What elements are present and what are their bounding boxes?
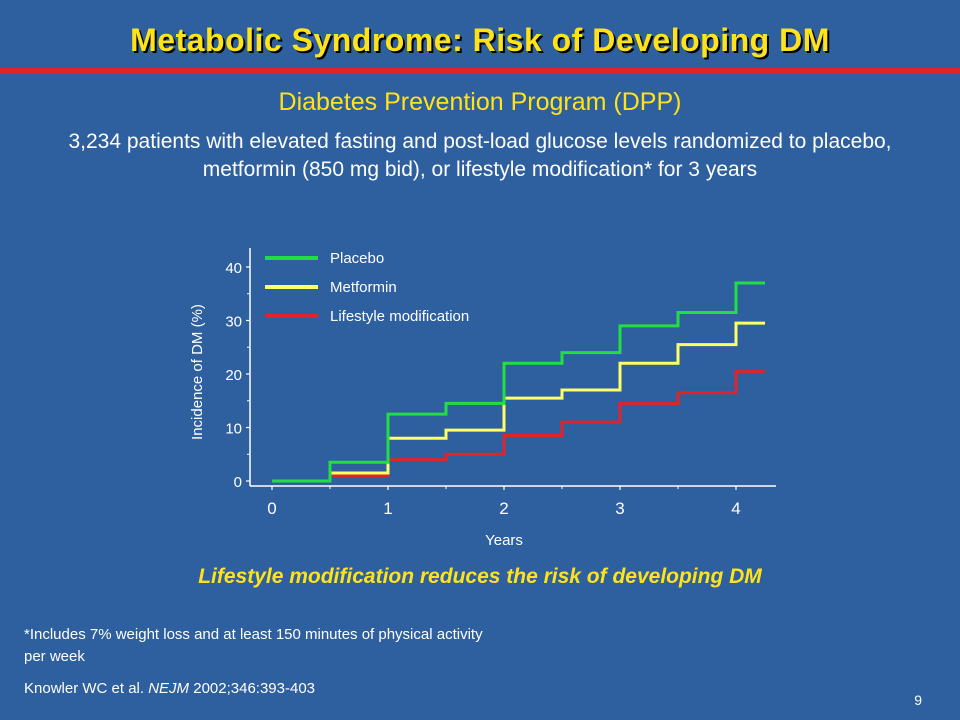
footnote: *Includes 7% weight loss and at least 15… [24, 626, 483, 665]
study-description: 3,234 patients with elevated fasting and… [68, 130, 892, 181]
y-tick-label: 0 [234, 474, 242, 491]
slide-subtitle: Diabetes Prevention Program (DPP) [278, 88, 682, 116]
citation-authors: Knowler WC et al. [24, 680, 149, 697]
legend-label: Metformin [330, 279, 397, 296]
series-line-metformin [272, 321, 765, 483]
legend-label: Lifestyle modification [330, 308, 469, 325]
x-tick-label: 4 [731, 499, 740, 518]
citation: Knowler WC et al. NEJM 2002;346:393-403 [24, 680, 315, 697]
takeaway-message: Lifestyle modification reduces the risk … [198, 565, 762, 588]
y-tick-label: 20 [225, 367, 242, 384]
x-tick-label: 0 [267, 499, 276, 518]
series-line-lifestyle-modification [272, 369, 765, 483]
legend-label: Placebo [330, 250, 384, 267]
y-tick-label: 10 [225, 421, 242, 438]
x-tick-label: 2 [499, 499, 508, 518]
citation-details: 2002;346:393-403 [189, 680, 316, 697]
slide-title: Metabolic Syndrome: Risk of Developing D… [130, 22, 830, 58]
x-tick-label: 1 [383, 499, 392, 518]
x-axis-label: Years [485, 532, 523, 549]
title-divider [0, 68, 960, 74]
y-axis-label: Incidence of DM (%) [189, 304, 206, 440]
citation-journal: NEJM [148, 680, 190, 697]
y-tick-label: 40 [225, 260, 242, 277]
page-number: 9 [914, 692, 922, 708]
x-tick-label: 3 [615, 499, 624, 518]
series-line-placebo [272, 281, 765, 483]
incidence-chart: 0 10 20 30 40 0 1 2 3 4 Years Incidence of DM (%) Pl… [189, 248, 776, 549]
y-tick-label: 30 [225, 314, 242, 331]
